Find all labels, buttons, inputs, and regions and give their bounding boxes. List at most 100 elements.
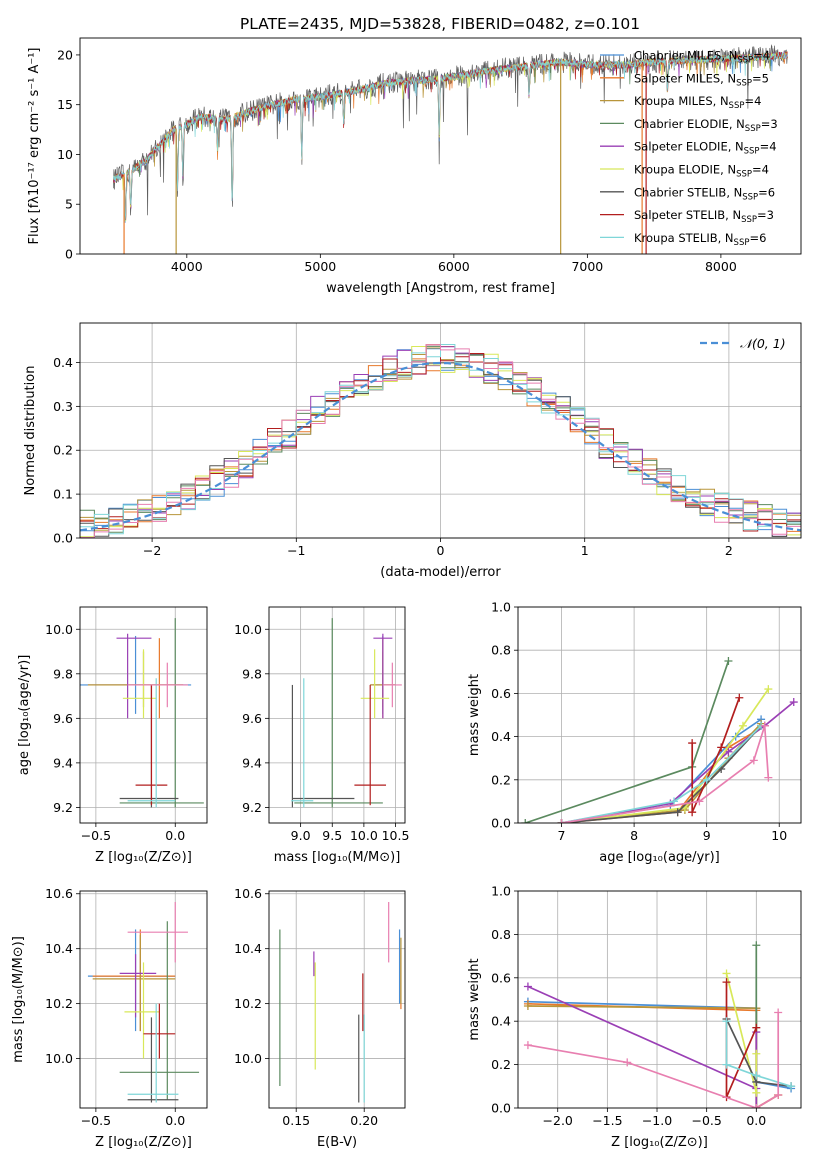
- legend-entry: 𝒩(0, 1): [740, 336, 786, 351]
- weight-marker: [673, 808, 682, 817]
- y-tick-label: 9.6: [53, 711, 73, 726]
- weight-marker: [523, 1041, 532, 1050]
- y-tick-label: 0.1: [53, 487, 73, 502]
- y-tick-label: 10.0: [45, 622, 73, 637]
- x-tick-label: −1.0: [642, 1113, 672, 1128]
- y-tick-label: 9.2: [242, 800, 262, 815]
- weight-marker: [752, 941, 761, 950]
- weight-marker: [752, 1104, 761, 1108]
- legend-entry: Chabrier MILES, NSSP=4: [634, 49, 770, 66]
- y-tick-label: 1.0: [491, 600, 511, 615]
- weight-marker: [724, 747, 733, 756]
- weight-marker: [722, 969, 731, 978]
- weight-marker: [670, 797, 679, 806]
- plot-area: [521, 657, 798, 823]
- x-tick-label: 10: [771, 828, 787, 843]
- y-axis-label: Flux [fλ10⁻¹⁷ erg cm⁻² s⁻¹ A⁻¹]: [27, 48, 42, 245]
- weight-marker: [688, 739, 697, 748]
- plot-frame: [79, 606, 208, 824]
- y-tick-label: 9.4: [242, 755, 262, 770]
- x-tick-label: 9.0: [291, 828, 311, 843]
- y-tick-label: 10.0: [234, 1051, 262, 1066]
- y-tick-label: 10: [57, 147, 73, 162]
- weight-marker: [722, 1060, 731, 1069]
- y-tick-label: 20: [57, 47, 73, 62]
- weight-marker: [523, 982, 532, 991]
- x-tick-label: 9: [703, 828, 711, 843]
- legend-entry: Salpeter ELODIE, NSSP=4: [634, 140, 777, 157]
- y-tick-label: 9.8: [242, 666, 262, 681]
- y-tick-label: 0: [65, 247, 73, 262]
- plot-frame: [517, 606, 802, 824]
- weight-line: [725, 982, 758, 1098]
- y-tick-label: 9.6: [242, 711, 262, 726]
- y-tick-label: 0.4: [491, 1014, 511, 1029]
- weight-marker: [722, 1017, 731, 1026]
- plot-area: [279, 901, 402, 1103]
- y-tick-label: 10.2: [45, 996, 73, 1011]
- weight-marker: [752, 1049, 761, 1058]
- x-tick-label: 6000: [438, 259, 470, 274]
- plot-area: [80, 344, 801, 538]
- legend-entry: Chabrier ELODIE, NSSP=3: [634, 117, 778, 134]
- y-tick-label: 0.8: [491, 643, 511, 658]
- x-tick-label: 0.20: [350, 1113, 378, 1128]
- x-axis-label: age [log₁₀(age/yr)]: [599, 850, 720, 865]
- x-tick-label: −2: [143, 543, 161, 558]
- y-tick-label: 10.4: [234, 941, 262, 956]
- x-axis-label: Z [log₁₀(Z/Z⊙)]: [611, 1135, 708, 1150]
- weight-line: [725, 973, 758, 1094]
- y-tick-label: 1.0: [491, 884, 511, 899]
- x-tick-label: 10.5: [382, 828, 410, 843]
- normal-curve: [80, 361, 801, 532]
- weight-marker: [724, 657, 733, 665]
- y-tick-label: 10.6: [234, 886, 262, 901]
- plot-frame: [79, 890, 208, 1109]
- weight-line: [561, 725, 762, 823]
- plot-area: [80, 618, 204, 808]
- y-tick-label: 0.4: [491, 729, 511, 744]
- weight-marker: [789, 698, 798, 707]
- x-tick-label: 7000: [571, 259, 603, 274]
- panel-age_vs_mass: 9.0 9.5 10.0 10.5 9.2 9.4 9.6 9.8 10.0 mass [log₁…: [234, 606, 410, 865]
- legend-entry: Kroupa MILES, NSSP=4: [634, 94, 761, 111]
- weight-marker: [752, 1088, 761, 1097]
- x-tick-label: 1: [581, 543, 589, 558]
- panel-age_vs_Z: −0.5 0.0 9.2 9.4 9.6 9.8 10.0 Z [log₁₀(Z/Z⊙)] ag…: [17, 606, 208, 865]
- y-tick-label: 10.2: [234, 996, 262, 1011]
- plot-area: [523, 941, 796, 1108]
- y-tick-label: 0.0: [53, 531, 73, 546]
- weight-marker: [695, 797, 704, 806]
- weight-marker: [764, 773, 773, 782]
- panel-mass_vs_Z: −0.5 0.0 10.0 10.2 10.4 10.6 Z [log₁₀(Z/Z⊙)] ma…: [11, 886, 208, 1150]
- figure-title: PLATE=2435, MJD=53828, FIBERID=0482, z=0…: [240, 15, 640, 33]
- x-axis-label: Z [log₁₀(Z/Z⊙)]: [95, 850, 192, 865]
- weight-marker: [523, 1002, 532, 1011]
- x-tick-label: 5000: [304, 259, 336, 274]
- weight-marker: [557, 819, 566, 823]
- histogram-step: [80, 354, 801, 537]
- x-tick-label: 0.0: [746, 1113, 766, 1128]
- weight-line: [561, 688, 769, 823]
- y-tick-label: 0.2: [491, 772, 511, 787]
- x-tick-label: 0.15: [282, 1113, 310, 1128]
- x-tick-label: −0.5: [691, 1113, 721, 1128]
- y-tick-label: 0.0: [491, 816, 511, 831]
- y-tick-label: 10.0: [45, 1051, 73, 1066]
- legend-entry: Salpeter STELIB, NSSP=3: [634, 208, 774, 225]
- weight-marker: [623, 1058, 632, 1067]
- weight-marker: [752, 1023, 761, 1032]
- x-axis-label: Z [log₁₀(Z/Z⊙)]: [95, 1135, 192, 1150]
- weight-line: [561, 725, 762, 823]
- y-tick-label: 0.2: [491, 1057, 511, 1072]
- plot-area: [113, 44, 788, 254]
- y-tick-label: 9.4: [53, 755, 73, 770]
- panel-weight_vs_age: 7 8 9 10 0.0 0.2 0.4 0.6 0.8 1.0 age [log₁₀(age/yr…: [467, 600, 802, 865]
- panel-residuals: −2 −1 0 1 2 0.0 0.1 0.2 0.3 0.4 (data-model)/error…: [23, 322, 802, 580]
- weight-marker: [702, 775, 711, 784]
- x-tick-label: 0.0: [165, 1113, 185, 1128]
- weight-marker: [688, 808, 697, 817]
- x-tick-label: 0: [437, 543, 445, 558]
- x-axis-label: mass [log₁₀(M/M⊙)]: [274, 850, 401, 865]
